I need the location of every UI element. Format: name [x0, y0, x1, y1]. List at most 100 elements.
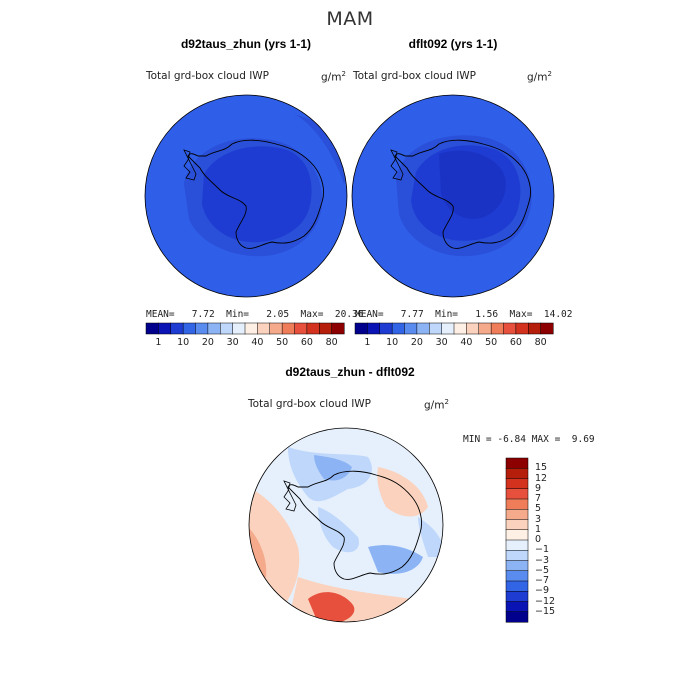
diff-colorbar-label: −5	[535, 564, 550, 576]
diff-region-south-max	[308, 592, 355, 622]
panel-2-colorbar-swatch	[453, 322, 467, 335]
panel-1-colorbar-tick-label: 50	[276, 337, 289, 348]
panel-2-colorbar-swatch	[429, 322, 443, 335]
map-1-peninsula	[183, 149, 197, 181]
panel-1-colorbar-tick-label: 60	[300, 337, 313, 348]
diff-colorbar-label: 1	[535, 523, 542, 535]
diff-colorbar-label: −1	[535, 544, 550, 556]
panel-2-colorbar-tick-label: 80	[534, 337, 547, 348]
panel-2-colorbar-swatch	[391, 322, 406, 335]
diff-colorbar-label: 9	[535, 482, 542, 494]
diff-colorbar-swatch	[505, 539, 529, 551]
map-2-border	[351, 94, 555, 298]
panel-2-colorbar-swatch	[466, 322, 480, 335]
panel-1-colorbar-tick-label: 1	[155, 337, 162, 348]
panel-1-units: g/m2	[321, 70, 346, 84]
diff-colorbar-swatch	[505, 468, 529, 480]
panel-1-colorbar-swatch	[269, 322, 283, 335]
panel-2-colorbar-swatch	[367, 322, 381, 335]
panel-2-colorbar-swatch	[478, 322, 492, 335]
diff-region-east-negative	[368, 545, 423, 574]
panel-1-colorbar-tick-label: 40	[251, 337, 264, 348]
panel-2-colorbar-ticks: 1 10 20 30 40 50 60 80	[355, 337, 553, 349]
panel-1-variable: Total grd-box cloud IWP	[146, 70, 270, 82]
panel-1-colorbar-swatch	[306, 322, 320, 335]
panel-2-colorbar-tick-label: 1	[364, 337, 371, 348]
panel-2-colorbar	[354, 322, 554, 335]
panel-2-colorbar-tick-label: 60	[509, 337, 522, 348]
diff-polar-map	[248, 427, 444, 623]
diff-colorbar-swatch	[505, 570, 529, 582]
panel-1-colorbar-swatch	[220, 322, 234, 335]
panel-1-colorbar-swatch	[182, 322, 197, 335]
diff-map-peninsula	[283, 480, 297, 512]
panel-2-colorbar-tick-label: 50	[485, 337, 498, 348]
diff-colorbar-swatch	[505, 519, 529, 531]
panel-2-colorbar-swatch	[528, 322, 542, 335]
diff-region-central-negative	[318, 507, 359, 553]
diff-colorbar-label: −12	[535, 595, 556, 607]
panel-1-colorbar-swatch	[319, 322, 333, 335]
diff-colorbar-swatch	[505, 601, 529, 613]
diff-panel-minmax: MIN = -6.84 MAX = 9.69	[463, 434, 595, 445]
diff-colorbar-swatch	[505, 611, 529, 623]
diff-colorbar-label: −3	[535, 554, 550, 566]
panel-2-units: g/m2	[527, 70, 552, 84]
figure-title: MAM	[326, 8, 374, 30]
panel-1-polar-map	[144, 94, 348, 298]
diff-colorbar-label: 0	[535, 534, 542, 545]
panel-1-colorbar-swatch	[145, 322, 159, 335]
panel-2-colorbar-swatch	[490, 322, 505, 335]
panel-1-colorbar-tick-label: 10	[177, 337, 190, 348]
diff-colorbar-label: −15	[535, 605, 556, 617]
diff-colorbar-label: −9	[535, 585, 550, 597]
panel-2-colorbar-tick-label: 30	[435, 337, 448, 348]
diff-colorbar-labels: 15 12 9 7 5 3 1 0 −1 −3 −5 −7 −9 −12 −15	[535, 458, 575, 622]
diff-colorbar-swatch	[505, 478, 529, 490]
diff-panel-variable: Total grd-box cloud IWP	[248, 398, 372, 410]
map-1-region-inner	[202, 146, 312, 243]
diff-panel-units: g/m2	[424, 398, 449, 412]
panel-1-colorbar-ticks: 1 10 20 30 40 50 60 80	[146, 337, 344, 349]
panel-1-stats: MEAN= 7.72 Min= 2.05 Max= 20.36	[146, 309, 364, 320]
panel-2-polar-map	[351, 94, 555, 298]
panel-2-colorbar-swatch	[515, 322, 529, 335]
panel-1-colorbar-swatch	[281, 322, 296, 335]
panel-2-colorbar-swatch	[416, 322, 430, 335]
panel-1-colorbar-swatch	[195, 322, 209, 335]
diff-colorbar-swatch	[505, 580, 529, 592]
panel-2-colorbar-tick-label: 20	[410, 337, 423, 348]
diff-map-border	[248, 427, 444, 623]
diff-colorbar-swatch	[505, 529, 529, 541]
panel-2-variable: Total grd-box cloud IWP	[353, 70, 477, 82]
diff-region-north-negative-strong	[314, 455, 352, 481]
diff-region-east-edge-negative	[418, 517, 443, 557]
panel-1-colorbar-tick-label: 30	[226, 337, 239, 348]
panel-1-colorbar-swatch	[158, 322, 172, 335]
panel-2-colorbar-swatch	[379, 322, 393, 335]
panel-1-colorbar	[145, 322, 345, 335]
diff-colorbar-swatch	[505, 488, 529, 500]
panel-2-colorbar-swatch	[404, 322, 418, 335]
panel-2-colorbar-tick-label: 40	[460, 337, 473, 348]
panel-1-colorbar-swatch	[207, 322, 221, 335]
diff-colorbar-swatch	[505, 457, 529, 469]
map-1-antarctica-coast	[187, 139, 325, 249]
diff-colorbar-label: 3	[535, 513, 542, 525]
diff-colorbar-label: 12	[535, 472, 548, 484]
panel-2-colorbar-swatch	[354, 322, 368, 335]
panel-1-colorbar-swatch	[244, 322, 258, 335]
diff-colorbar-label: 7	[535, 493, 542, 504]
diff-colorbar-swatch	[505, 509, 529, 521]
diff-colorbar	[505, 457, 529, 623]
panel-1-colorbar-tick-label: 80	[325, 337, 338, 348]
panel-1-colorbar-swatch	[294, 322, 308, 335]
panel-1-colorbar-swatch	[170, 322, 184, 335]
panel-2-colorbar-swatch	[503, 322, 517, 335]
diff-colorbar-swatch	[505, 560, 529, 572]
diff-colorbar-swatch	[505, 591, 529, 603]
panel-2-colorbar-swatch	[540, 322, 554, 335]
map-2-peninsula	[390, 149, 404, 181]
panel-1-colorbar-swatch	[257, 322, 271, 335]
panel-2-colorbar-swatch	[441, 322, 455, 335]
